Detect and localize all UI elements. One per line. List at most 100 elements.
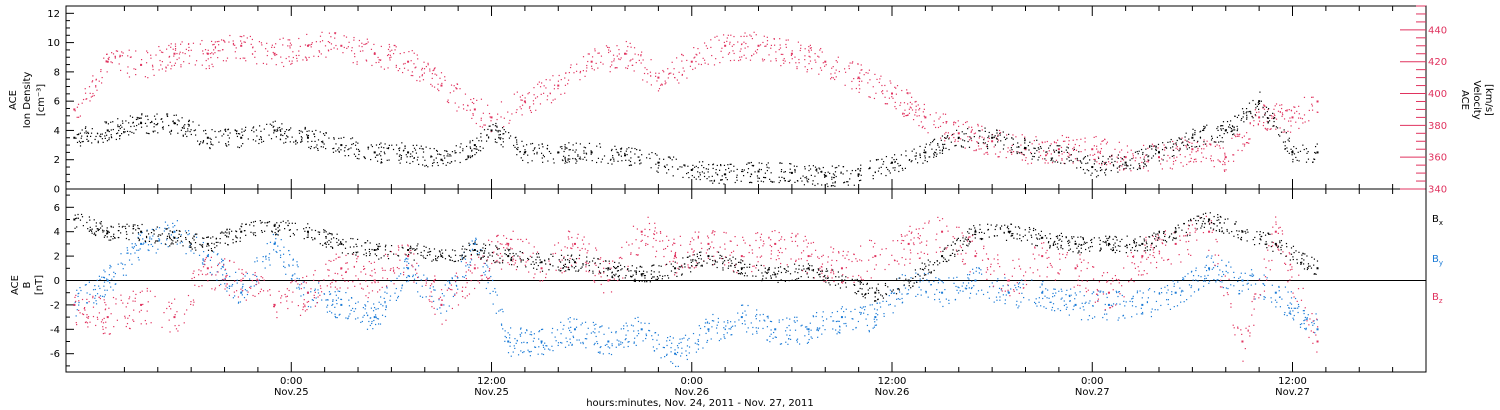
density-point <box>1086 169 1088 171</box>
velocity-point <box>144 76 147 78</box>
density-point <box>869 167 871 170</box>
density-point <box>227 141 230 143</box>
density-point <box>311 130 313 132</box>
by-point <box>1281 298 1283 300</box>
by-point <box>705 332 707 335</box>
density-point <box>1059 145 1061 147</box>
velocity-point <box>554 98 556 100</box>
velocity-point <box>207 49 209 51</box>
density-point <box>940 139 942 141</box>
density-point <box>495 122 497 125</box>
velocity-point <box>1044 141 1046 143</box>
density-point <box>713 180 715 182</box>
velocity-point <box>1094 153 1096 155</box>
by-point <box>265 256 267 258</box>
velocity-point <box>914 101 916 103</box>
velocity-point <box>540 93 542 95</box>
by-point <box>1035 298 1037 300</box>
bz-point <box>373 279 376 282</box>
density-point <box>935 152 937 154</box>
velocity-point <box>884 84 886 87</box>
velocity-point <box>484 124 486 126</box>
velocity-point <box>183 61 185 63</box>
velocity-point <box>1285 110 1287 112</box>
density-point <box>553 162 555 164</box>
velocity-point <box>1106 141 1109 143</box>
density-point <box>155 124 157 126</box>
density-point <box>1038 156 1040 158</box>
velocity-point <box>327 41 329 43</box>
density-point <box>1090 174 1092 176</box>
velocity-point <box>456 83 458 85</box>
by-point <box>279 249 281 252</box>
density-point <box>843 182 845 184</box>
density-point <box>712 167 714 170</box>
by-point <box>158 227 161 229</box>
by-point <box>137 236 139 239</box>
velocity-point <box>1213 166 1215 168</box>
density-point <box>712 164 714 166</box>
density-point <box>750 173 752 175</box>
velocity-point <box>362 50 364 52</box>
density-point <box>183 125 185 127</box>
by-point <box>96 293 99 295</box>
velocity-point <box>1214 145 1216 148</box>
density-point <box>1211 137 1213 139</box>
by-point <box>185 253 187 255</box>
velocity-point <box>222 60 225 62</box>
density-point <box>350 147 352 149</box>
velocity-point <box>751 54 753 57</box>
by-point <box>873 326 876 328</box>
by-point <box>666 353 668 355</box>
by-point <box>934 293 936 295</box>
density-point <box>237 146 239 148</box>
velocity-point <box>251 53 254 55</box>
bz-point <box>242 289 244 292</box>
density-point <box>1220 125 1223 127</box>
velocity-point <box>1068 152 1070 154</box>
by-point <box>1208 267 1211 270</box>
by-point <box>1305 327 1307 329</box>
by-point <box>686 345 689 347</box>
velocity-point <box>775 60 777 62</box>
by-point <box>1192 275 1195 277</box>
velocity-point <box>179 51 181 53</box>
velocity-point <box>91 81 93 83</box>
by-point <box>504 335 506 338</box>
density-point <box>242 142 244 145</box>
density-point <box>718 169 721 171</box>
velocity-point <box>352 62 354 64</box>
by-point <box>314 288 316 290</box>
velocity-point <box>587 53 589 55</box>
by-point <box>1246 283 1248 285</box>
density-point <box>1117 157 1119 159</box>
velocity-point <box>1080 138 1082 140</box>
density-point <box>840 172 842 174</box>
density-point <box>908 159 910 161</box>
density-point <box>210 141 212 143</box>
density-point <box>151 120 153 123</box>
by-point <box>1173 306 1175 308</box>
velocity-point <box>1255 115 1257 117</box>
velocity-point <box>564 84 567 86</box>
by-point <box>681 347 683 349</box>
by-point <box>680 355 682 357</box>
velocity-point <box>953 136 955 139</box>
velocity-point <box>249 35 251 38</box>
density-point <box>499 138 501 140</box>
density-point <box>754 171 756 173</box>
density-point <box>742 175 745 177</box>
by-point <box>1211 255 1213 257</box>
velocity-point <box>1164 149 1166 151</box>
density-point <box>1101 169 1103 171</box>
velocity-point <box>702 57 704 59</box>
velocity-point <box>1197 149 1199 151</box>
by-point <box>202 241 204 244</box>
panel-frame-1 <box>65 5 1427 190</box>
velocity-point <box>676 57 678 59</box>
by-point <box>1212 261 1214 263</box>
velocity-point <box>481 126 484 128</box>
velocity-point <box>1236 135 1239 137</box>
density-point <box>376 160 379 162</box>
by-point <box>941 280 943 283</box>
